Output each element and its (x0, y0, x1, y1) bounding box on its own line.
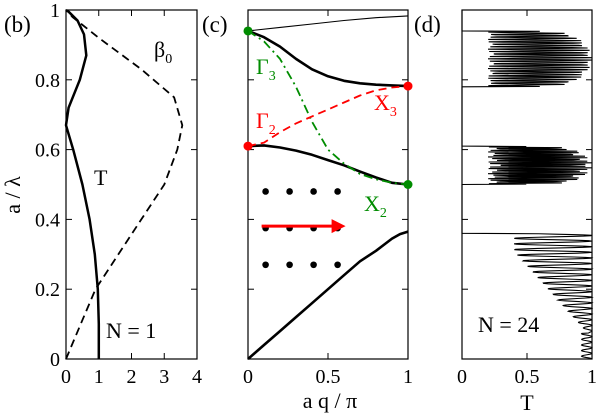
panel-c-xtick-label-2: 1 (403, 366, 413, 388)
panel-c-endpoint-marker-2 (403, 81, 413, 91)
panel-c-label: (c) (202, 12, 228, 37)
panel-d: 0 0.5 1 (d) T N = 24 (414, 9, 597, 415)
panel-d-xtick-label-2: 1 (587, 366, 597, 388)
panel-c-xlabel: a q / π (303, 388, 357, 413)
panel-b-xtick-label-1: 1 (94, 366, 104, 388)
panel-b-annotation-beta: β0 (154, 37, 172, 67)
panel-d-xtick-label-0: 0 (457, 366, 467, 388)
panel-c-endpoint-marker-0 (243, 26, 253, 36)
panel-b-ytick-label-3: 0.6 (35, 140, 60, 162)
panel-b-annotation-t: T (94, 165, 108, 190)
panel-d-xtick-label-1: 0.5 (515, 366, 540, 388)
panel-c-series-band1-line (247, 230, 409, 360)
panel-c-series-2-line (247, 85, 409, 147)
panel-c-annotation-x2: X2 (364, 191, 387, 221)
panel-c-frame (247, 9, 409, 360)
panel-b-ytick-label-0: 0 (50, 349, 60, 371)
panel-c-lattice-dot (286, 261, 293, 269)
panel-c-lattice-dot (310, 188, 317, 195)
panel-c: 0 0.5 1 (c) a q / π Γ3 Γ2 X3 X2 (202, 9, 413, 413)
panel-d-annotation-n: N = 24 (478, 312, 539, 337)
panel-c-lattice-dot (334, 188, 341, 195)
panel-c-lattice-dot (310, 261, 317, 269)
panel-c-annotation-gamma3: Γ3 (256, 54, 276, 84)
panel-b-ytick-label-1: 0.2 (35, 279, 60, 301)
panel-c-annotation-x3: X3 (374, 90, 397, 120)
panel-c-propagation-arrow-head (331, 219, 346, 234)
panel-c-series-band4-line (247, 15, 409, 32)
panel-b-ytick-label-2: 0.4 (35, 209, 60, 231)
panel-c-lattice-dot (334, 261, 341, 269)
panel-c-endpoint-marker-3 (403, 180, 413, 189)
panel-b-annotation-n: N = 1 (106, 318, 156, 343)
panel-c-endpoint-marker-1 (243, 141, 253, 151)
panel-c-annotation-gamma2: Γ2 (256, 108, 276, 138)
panel-c-lattice-dot (262, 188, 269, 195)
panel-d-label: (d) (414, 12, 441, 37)
panel-b-series-t-line (64, 8, 101, 359)
panel-c-xtick-label-1: 0.5 (316, 366, 341, 388)
panel-b-xtick-label-0: 0 (61, 366, 71, 388)
panel-c-lattice-dot (262, 261, 269, 269)
panel-d-xlabel: T (520, 390, 534, 415)
panel-b-ytick-label-5: 1 (50, 0, 60, 22)
panel-b-series-beta0-line (65, 9, 184, 360)
panel-d-series-t-line (461, 10, 594, 360)
panel-b: 0 1 2 3 4 0 0.2 0.4 0.6 0.8 1 (b) a / λ T β0 N = 1 (0, 0, 202, 388)
panel-b-xtick-label-4: 4 (192, 366, 202, 388)
panel-b-ytick-label-4: 0.8 (35, 70, 60, 92)
panel-c-series-band3-line (247, 29, 409, 88)
panel-c-series-band2-line (247, 144, 409, 186)
panel-b-xtick-label-2: 2 (127, 366, 137, 388)
panel-c-lattice-dot (286, 188, 293, 195)
panel-b-ylabel: a / λ (0, 176, 25, 214)
panel-b-label: (b) (4, 12, 31, 37)
panel-c-xtick-label-0: 0 (243, 366, 253, 388)
panel-b-xtick-label-3: 3 (159, 366, 169, 388)
